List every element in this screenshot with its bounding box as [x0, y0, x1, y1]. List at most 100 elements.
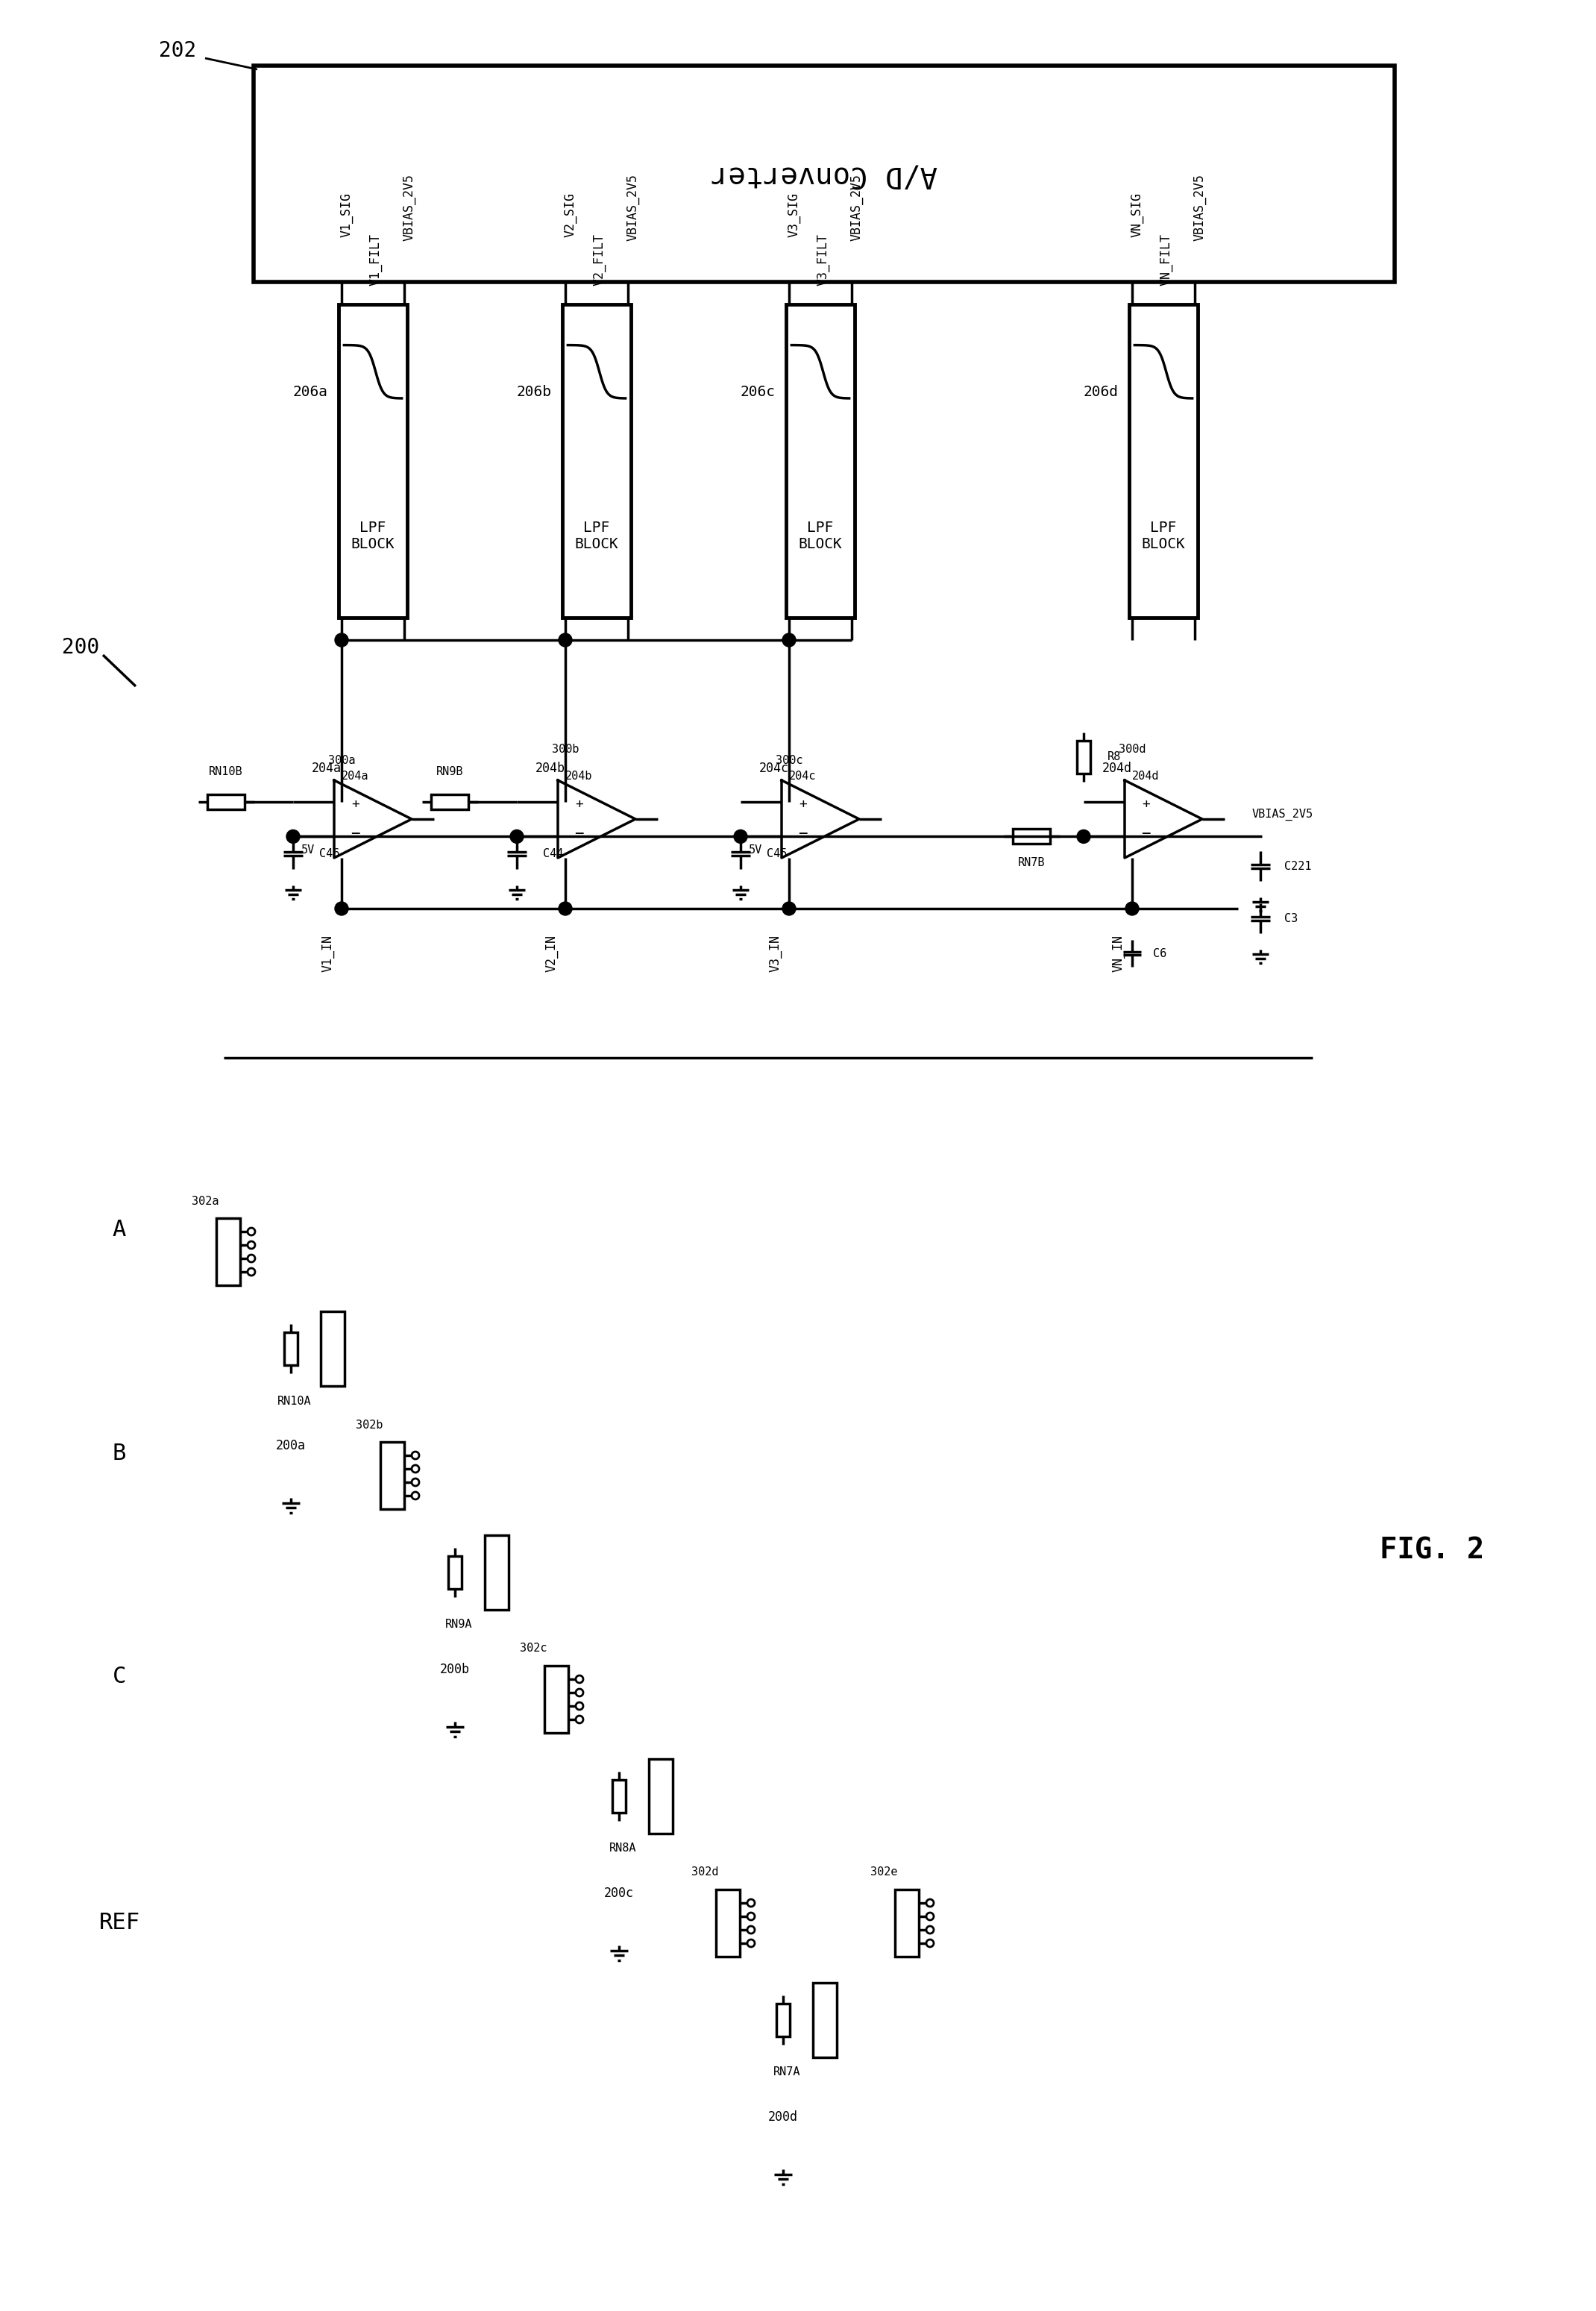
Text: 204a: 204a — [311, 763, 342, 776]
Text: RN7B: RN7B — [1018, 857, 1045, 869]
Circle shape — [511, 830, 523, 844]
Text: 204d: 204d — [1103, 763, 1132, 776]
Text: 302c: 302c — [520, 1643, 547, 1655]
Circle shape — [559, 633, 571, 647]
Text: V2_IN: V2_IN — [546, 934, 559, 973]
Text: 300a: 300a — [327, 756, 356, 767]
Bar — [562, 305, 630, 314]
Text: V1_IN: V1_IN — [321, 934, 335, 973]
Bar — [254, 65, 1395, 282]
Text: 204c: 204c — [788, 772, 816, 781]
Text: V2_SIG: V2_SIG — [563, 192, 578, 238]
Text: −: − — [351, 827, 361, 841]
Bar — [562, 608, 630, 617]
Bar — [1128, 305, 1197, 617]
Bar — [1128, 608, 1197, 617]
Circle shape — [926, 1939, 934, 1946]
Bar — [562, 305, 630, 617]
Text: RN9B: RN9B — [436, 767, 463, 776]
Text: 206c: 206c — [741, 386, 776, 400]
Text: −: − — [798, 827, 808, 841]
Circle shape — [747, 1914, 755, 1920]
Text: 5V: 5V — [302, 844, 314, 855]
Bar — [787, 608, 855, 617]
Bar — [321, 1310, 345, 1387]
Text: 5V: 5V — [749, 844, 763, 855]
Text: 206b: 206b — [517, 386, 552, 400]
Bar — [787, 305, 855, 314]
Text: 204c: 204c — [760, 763, 788, 776]
Text: 206a: 206a — [294, 386, 329, 400]
Bar — [338, 608, 407, 617]
Text: VBIAS_2V5: VBIAS_2V5 — [627, 173, 640, 240]
Text: VBIAS_2V5: VBIAS_2V5 — [1253, 809, 1314, 820]
Text: 204b: 204b — [536, 763, 565, 776]
Bar — [544, 1666, 568, 1733]
Text: C6: C6 — [1152, 948, 1167, 959]
Text: VBIAS_2V5: VBIAS_2V5 — [402, 173, 417, 240]
Text: −: − — [1141, 827, 1151, 841]
Text: R8: R8 — [1108, 751, 1120, 763]
Text: 300b: 300b — [552, 744, 579, 756]
Text: B: B — [112, 1442, 126, 1463]
Bar — [812, 1983, 836, 2057]
Circle shape — [734, 830, 747, 844]
Text: +: + — [575, 797, 583, 811]
Text: LPF
BLOCK: LPF BLOCK — [351, 520, 394, 552]
Text: 200d: 200d — [768, 2110, 798, 2124]
Text: V3_SIG: V3_SIG — [787, 192, 801, 238]
Text: +: + — [1141, 797, 1151, 811]
Circle shape — [247, 1227, 255, 1236]
Bar — [613, 1779, 626, 1812]
Bar — [431, 795, 468, 809]
Text: V2_FILT: V2_FILT — [592, 233, 606, 287]
Circle shape — [1125, 901, 1140, 915]
Text: LPF
BLOCK: LPF BLOCK — [1141, 520, 1186, 552]
Bar — [1128, 305, 1197, 314]
Text: RN7A: RN7A — [772, 2066, 801, 2078]
Text: 204a: 204a — [342, 772, 369, 781]
Circle shape — [286, 830, 300, 844]
Text: 302d: 302d — [691, 1867, 718, 1879]
Bar — [1077, 740, 1090, 774]
Text: C46: C46 — [319, 848, 340, 860]
Text: VN_SIG: VN_SIG — [1130, 192, 1144, 238]
Circle shape — [747, 1939, 755, 1946]
Text: REF: REF — [99, 1911, 140, 1934]
Bar — [217, 1218, 239, 1285]
Bar — [650, 1759, 672, 1833]
Bar — [207, 795, 244, 809]
Bar — [1013, 830, 1050, 844]
Circle shape — [782, 633, 796, 647]
Bar — [254, 266, 1395, 282]
Circle shape — [926, 1900, 934, 1907]
Bar — [448, 1555, 461, 1590]
Text: 204b: 204b — [565, 772, 592, 781]
Text: 300d: 300d — [1119, 744, 1146, 756]
Circle shape — [412, 1479, 420, 1486]
Bar — [485, 1535, 509, 1611]
Text: 300c: 300c — [776, 756, 803, 767]
Text: 204d: 204d — [1132, 772, 1159, 781]
Circle shape — [926, 1914, 934, 1920]
Text: V3_FILT: V3_FILT — [817, 233, 830, 287]
Text: 206d: 206d — [1084, 386, 1119, 400]
Text: FIG. 2: FIG. 2 — [1379, 1537, 1484, 1565]
Text: VN_IN: VN_IN — [1112, 934, 1125, 973]
Text: 202: 202 — [158, 39, 196, 60]
Bar — [380, 1442, 404, 1509]
Text: 302a: 302a — [192, 1195, 219, 1206]
Bar — [284, 1333, 297, 1366]
Text: LPF
BLOCK: LPF BLOCK — [575, 520, 619, 552]
Text: C3: C3 — [1285, 913, 1298, 924]
Text: C221: C221 — [1285, 860, 1312, 871]
Circle shape — [576, 1675, 583, 1682]
Text: C44: C44 — [543, 848, 563, 860]
Bar — [254, 65, 1395, 83]
Circle shape — [412, 1465, 420, 1472]
Circle shape — [747, 1925, 755, 1934]
Circle shape — [576, 1703, 583, 1710]
Circle shape — [782, 901, 796, 915]
Bar — [787, 305, 855, 617]
Circle shape — [576, 1689, 583, 1696]
